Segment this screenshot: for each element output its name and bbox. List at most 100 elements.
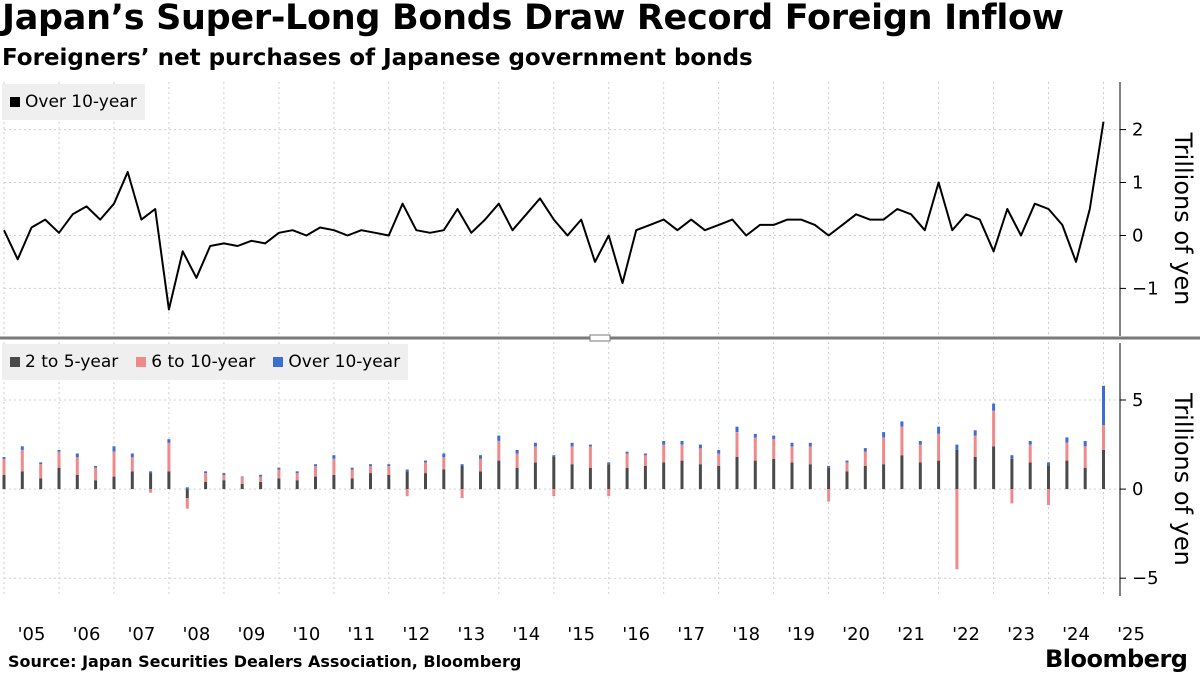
legend-swatch	[10, 97, 20, 107]
bar-6-to-10-year	[717, 453, 721, 466]
bar-2-to-5-year	[863, 465, 867, 490]
bar-2-to-5-year	[533, 462, 537, 490]
bar-6-to-10-year	[643, 455, 647, 466]
bar-6-to-10-year	[332, 458, 336, 475]
bar-6-to-10-year	[130, 457, 134, 472]
bar-2-to-5-year	[204, 482, 208, 490]
legend-label: Over 10-year	[25, 92, 137, 112]
x-tick-label: '18	[732, 624, 760, 645]
legend-label: Over 10-year	[288, 352, 401, 372]
bar-6-to-10-year	[918, 444, 922, 463]
bar-6-to-10-year	[900, 426, 904, 456]
bar-6-to-10-year	[955, 489, 959, 570]
bar-over-10-year	[350, 467, 354, 470]
x-tick-label: '12	[402, 624, 430, 645]
bar-over-10-year	[607, 462, 611, 465]
bar-over-10-year	[790, 442, 794, 447]
bloomberg-logo: Bloomberg	[1045, 645, 1188, 673]
bar-6-to-10-year	[369, 465, 372, 473]
bar-6-to-10-year	[552, 489, 556, 497]
bar-over-10-year	[992, 403, 996, 411]
bar-over-10-year	[369, 464, 372, 466]
bar-2-to-5-year	[625, 467, 629, 490]
y-axis-title: Trillions of yen	[1169, 392, 1197, 566]
bar-6-to-10-year	[185, 498, 189, 509]
x-tick-label: '19	[787, 624, 815, 645]
bar-2-to-5-year	[882, 464, 886, 490]
bar-2-to-5-year	[295, 480, 299, 490]
bar-over-10-year	[57, 449, 61, 452]
bar-over-10-year	[497, 435, 501, 441]
bar-over-10-year	[772, 435, 776, 440]
bar-2-to-5-year	[1047, 465, 1050, 490]
bar-6-to-10-year	[533, 446, 537, 463]
bar-2-to-5-year	[277, 478, 281, 490]
bar-series	[2, 385, 1105, 570]
bar-6-to-10-year	[753, 437, 757, 461]
bar-over-10-year	[937, 426, 941, 434]
x-tick-label: '13	[457, 624, 485, 645]
x-tick-label: '10	[292, 624, 320, 645]
y-tick-label: 1	[1132, 173, 1143, 194]
bar-over-10-year	[20, 446, 24, 450]
bar-over-10-year	[222, 473, 226, 475]
legend-swatch	[273, 357, 284, 367]
bar-over-10-year	[918, 441, 922, 445]
bar-2-to-5-year	[662, 462, 666, 490]
bar-over-10-year	[94, 465, 98, 468]
bar-over-10-year	[570, 442, 574, 447]
bar-over-10-year	[625, 451, 629, 454]
bar-over-10-year	[405, 469, 409, 472]
bar-over-10-year	[424, 460, 427, 463]
bar-2-to-5-year	[259, 482, 263, 490]
bar-6-to-10-year	[790, 446, 794, 463]
bar-6-to-10-year	[735, 432, 739, 457]
bar-6-to-10-year	[295, 473, 299, 481]
bar-over-10-year	[130, 453, 134, 458]
bar-2-to-5-year	[680, 460, 684, 490]
bar-2-to-5-year	[937, 460, 941, 490]
bar-2-to-5-year	[1065, 460, 1069, 490]
bar-6-to-10-year	[460, 489, 464, 498]
x-tick-label: '21	[897, 624, 925, 645]
x-tick-label: '07	[127, 624, 155, 645]
bar-2-to-5-year	[350, 478, 354, 490]
bar-over-10-year	[185, 487, 189, 490]
bar-2-to-5-year	[57, 467, 61, 490]
bar-2-to-5-year	[369, 473, 372, 490]
bar-2-to-5-year	[130, 471, 134, 490]
x-tick-label: '23	[1007, 624, 1035, 645]
bar-2-to-5-year	[790, 462, 794, 490]
bar-over-10-year	[845, 460, 849, 463]
bar-over-10-year	[314, 464, 317, 466]
bar-over-10-year	[552, 455, 556, 457]
bar-2-to-5-year	[479, 471, 482, 490]
legend-bottom-panel: 2 to 5-year 6 to 10-year Over 10-year	[2, 344, 409, 380]
axes	[0, 82, 1200, 596]
bar-6-to-10-year	[882, 437, 886, 465]
bar-2-to-5-year	[717, 465, 721, 490]
bar-6-to-10-year	[973, 435, 977, 457]
bar-over-10-year	[900, 421, 904, 427]
tick-labels: −1 0 1 2 Trillions of yen −5 0 5 Trillions of ye…	[18, 120, 1197, 645]
line-series	[3, 121, 1105, 311]
bar-over-10-year	[863, 448, 867, 452]
bar-6-to-10-year	[662, 444, 666, 463]
x-tick-label: '16	[622, 624, 650, 645]
bar-over-10-year	[2, 457, 6, 459]
bar-2-to-5-year	[112, 476, 116, 490]
bar-2-to-5-year	[900, 455, 904, 490]
y-tick-label: 5	[1132, 390, 1143, 411]
x-tick-label: '22	[952, 624, 980, 645]
bar-6-to-10-year	[112, 451, 116, 477]
x-tick-label: '17	[677, 624, 705, 645]
legend-item-over-10-year-line: Over 10-year	[10, 92, 137, 112]
bar-2-to-5-year	[149, 473, 153, 490]
legend-top-panel: Over 10-year	[2, 84, 145, 120]
bar-2-to-5-year	[845, 471, 849, 490]
bar-over-10-year	[1028, 441, 1032, 445]
bar-over-10-year	[277, 467, 281, 470]
bar-over-10-year	[332, 455, 336, 459]
bar-over-10-year	[259, 474, 263, 477]
